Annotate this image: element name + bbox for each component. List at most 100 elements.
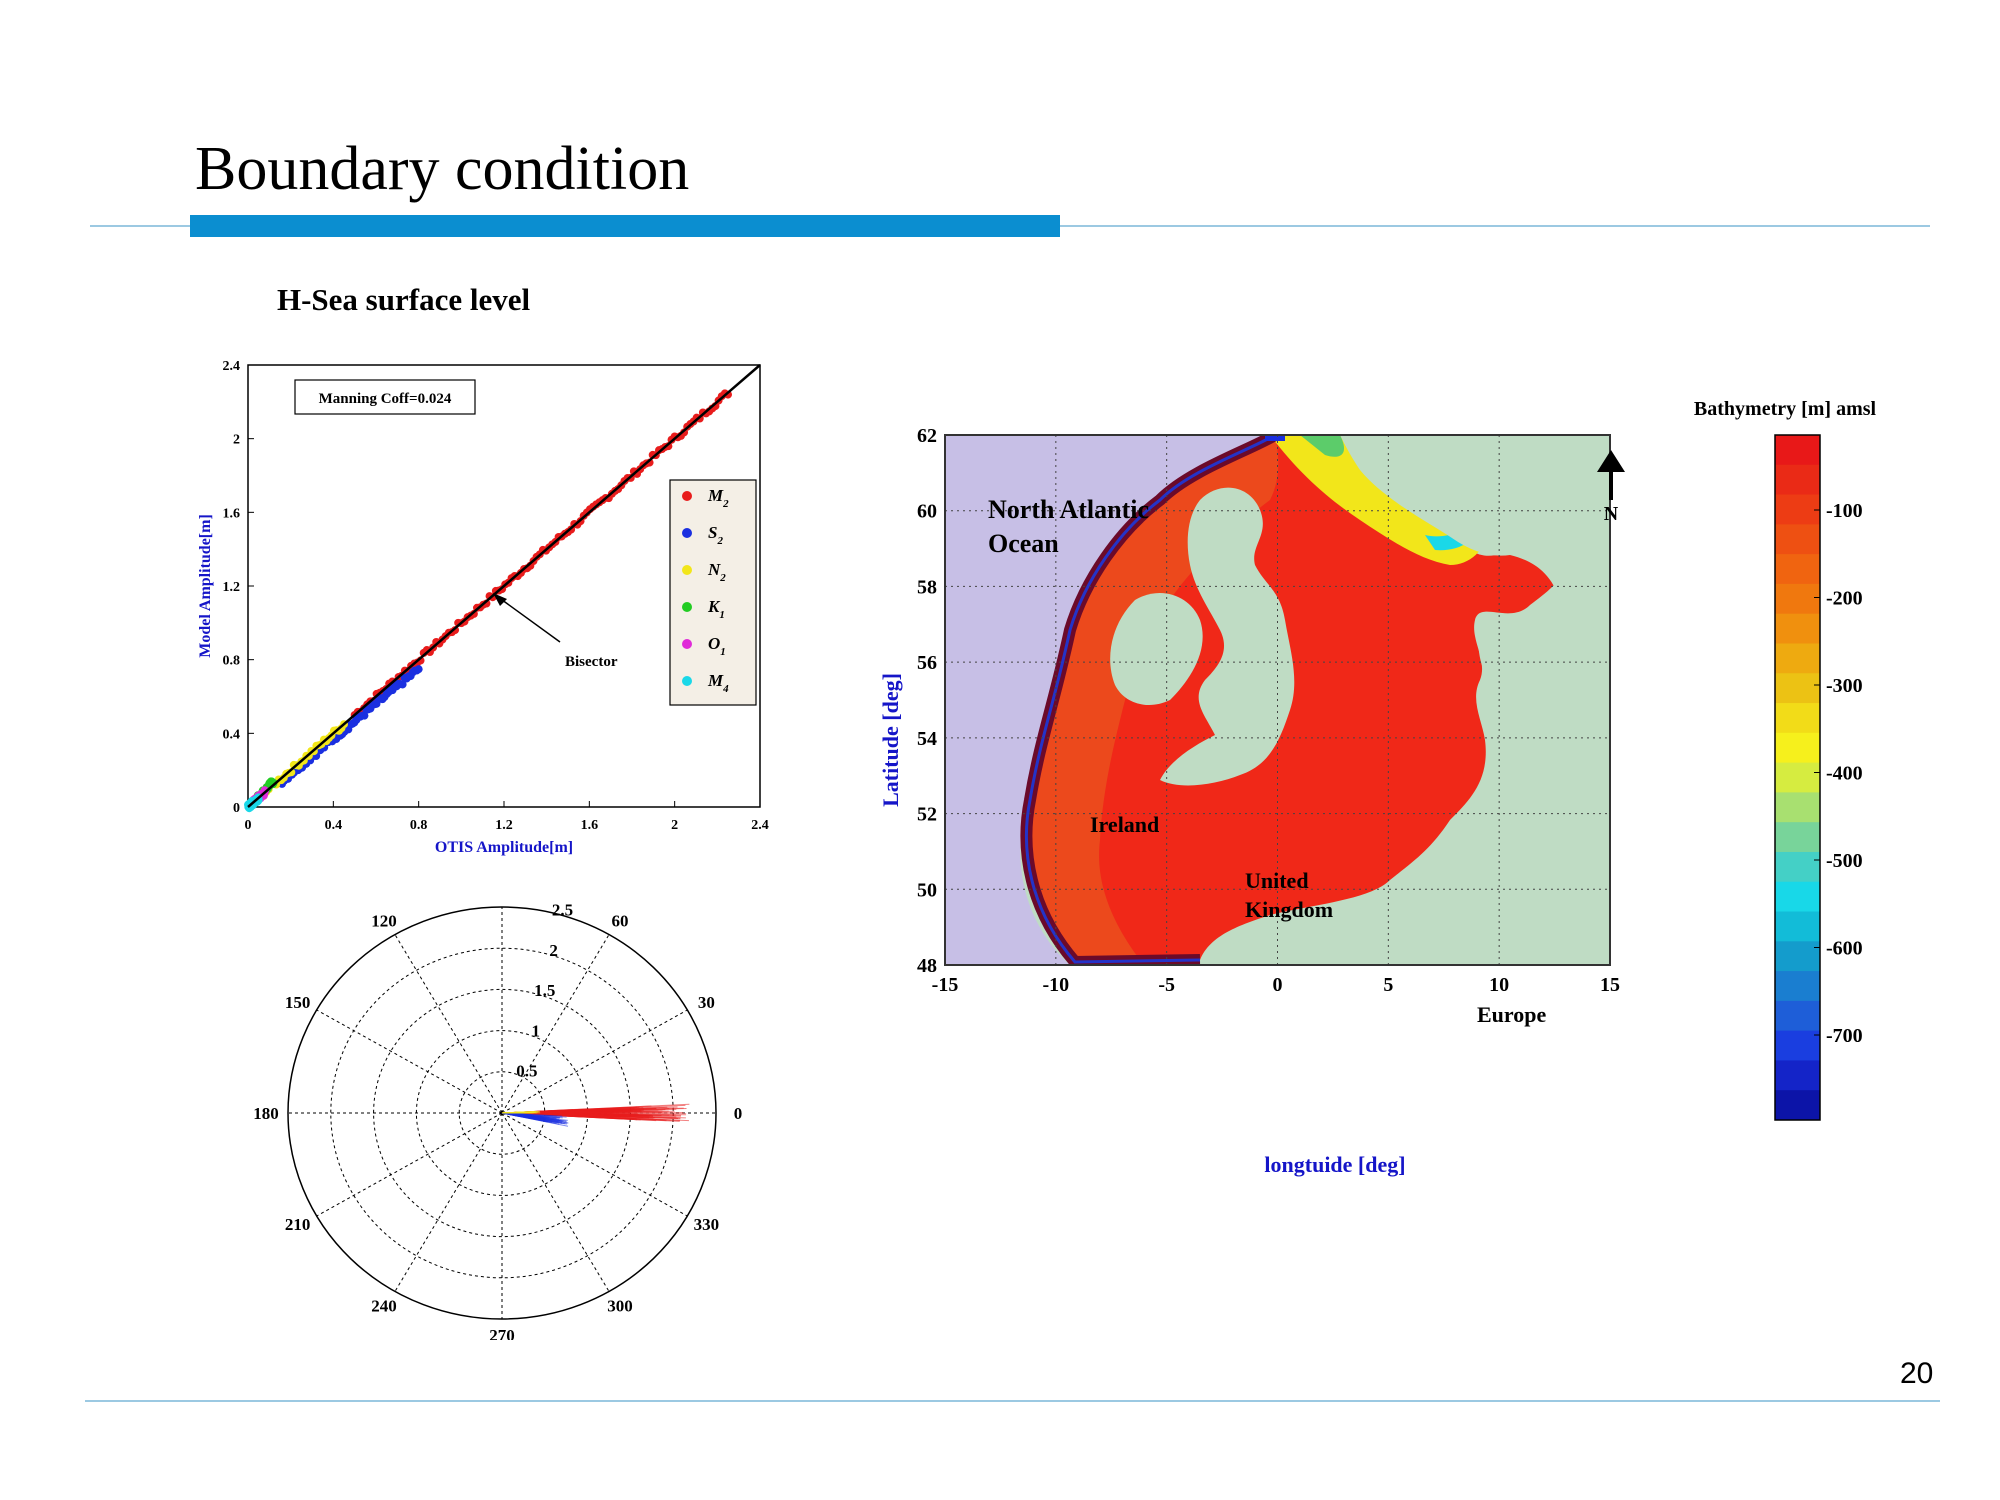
polar-angle-label: 210 <box>285 1215 311 1234</box>
colorbar-band <box>1775 673 1820 704</box>
scatter-y-axis-label: Model Amplitude[m] <box>197 514 214 658</box>
map-x-tick-label: -10 <box>1042 974 1069 996</box>
scatter-y-tick-label: 0.8 <box>223 654 241 669</box>
scatter-y-tick-label: 2 <box>233 433 240 448</box>
scatter-x-axis-label: OTIS Amplitude[m] <box>435 839 573 856</box>
colorbar-band <box>1775 464 1820 496</box>
ocean-background <box>945 435 1275 965</box>
great-britain-land <box>1160 487 1295 786</box>
polar-angle-label: 0 <box>734 1104 743 1123</box>
colorbar-band <box>1775 524 1820 555</box>
polar-spoke <box>394 1112 503 1292</box>
map-y-tick-label: 60 <box>917 501 937 523</box>
map-x-tick-label: -15 <box>932 974 959 996</box>
colorbar-band <box>1775 851 1820 883</box>
map-x-tick-label: 10 <box>1489 974 1509 996</box>
colorbar-band <box>1775 1030 1820 1061</box>
colorbar-ticks: -100 -200 -300 -400 -500 -600 -700 <box>1814 500 1863 1047</box>
colorbar-tick-label: -400 <box>1826 763 1863 785</box>
ocean-label-line2: Ocean <box>988 529 1059 558</box>
polar-radius-label: 2.5 <box>552 901 573 920</box>
title-accent-bar <box>190 215 1060 237</box>
polar-radius-label: 1 <box>532 1021 541 1040</box>
bisector-arrow-line <box>497 596 561 643</box>
north-label: N <box>1604 503 1619 525</box>
polar-angle-label: 180 <box>253 1104 279 1123</box>
polar-spoke <box>501 1009 688 1114</box>
europe-label: Europe <box>1477 1002 1547 1027</box>
subtitle: H-Sea surface level <box>277 282 531 317</box>
scatter-y-tick-label: 1.2 <box>223 580 241 595</box>
colorbar-band <box>1775 554 1820 585</box>
ireland-land <box>1110 592 1203 705</box>
scatter-legend <box>669 479 757 706</box>
colorbar-tick-label: -200 <box>1826 588 1863 610</box>
legend-marker <box>682 639 692 649</box>
page-number: 20 <box>1900 1357 1934 1390</box>
scatter-point-s2 <box>398 680 407 689</box>
scatter-x-tick-label: 0 <box>245 818 252 833</box>
open-boundary-inner <box>1024 435 1276 964</box>
polar-spoke <box>316 1112 503 1217</box>
colorbar-band <box>1775 792 1820 823</box>
colorbar-band <box>1775 613 1820 644</box>
polar-points <box>501 1103 690 1127</box>
polar-angle-label: 30 <box>698 993 715 1012</box>
uk-label-line2: Kingdom <box>1245 897 1333 922</box>
colorbar-band <box>1775 732 1820 764</box>
colorbar-tick-label: -600 <box>1826 938 1863 960</box>
polar-angle-label: 90 <box>494 900 511 901</box>
map-y-tick-label: 52 <box>917 804 937 826</box>
polar-angle-label: 150 <box>285 993 311 1012</box>
polar-spoke <box>316 1009 503 1114</box>
uk-label-line1: United <box>1245 868 1309 893</box>
colorbar-band <box>1775 494 1820 525</box>
polar-angle-label: 240 <box>371 1296 397 1315</box>
legend-marker <box>682 565 692 575</box>
colorbar-title: Bathymetry [m] amsl <box>1694 398 1877 420</box>
colorbar-band <box>1775 435 1820 466</box>
map-x-axis-label: longtuide [deg] <box>1264 1152 1405 1177</box>
scatter-point-m2 <box>724 390 732 399</box>
colorbar-band <box>1775 911 1820 942</box>
map-y-axis-label: Latitude [deg] <box>878 673 903 807</box>
norwegian-trench-mid <box>1270 435 1490 565</box>
polar-labels: 90603003303002702402101801501200.511.522… <box>253 900 742 1340</box>
legend-marker <box>682 676 692 686</box>
ireland-label: Ireland <box>1090 812 1159 837</box>
annotation-box <box>294 379 476 415</box>
colorbar-band <box>1775 583 1820 615</box>
polar-angle-label: 300 <box>607 1296 633 1315</box>
colorbar-band <box>1775 1060 1820 1091</box>
colorbar <box>1774 434 1821 1121</box>
map-x-tick-label: 15 <box>1600 974 1620 996</box>
colorbar-band <box>1775 703 1820 734</box>
polar-angle-label: 330 <box>694 1215 720 1234</box>
map-grid <box>945 435 1610 965</box>
scatter-point-m2 <box>664 442 673 451</box>
bisector-label: Bisector <box>565 654 618 670</box>
scatter-chart: 0 0.4 0.8 1.2 1.6 2 2.4 0 0.4 0.8 1.2 1.6 2 2.4 Manni… <box>197 359 769 856</box>
polar-spoke <box>501 1112 610 1292</box>
legend-marker <box>682 528 692 538</box>
colorbar-tick-label: -300 <box>1826 675 1863 697</box>
annotation-text: Manning Coff=0.024 <box>319 391 452 407</box>
bisector-arrowhead <box>493 593 507 606</box>
denmark-land <box>1478 620 1521 690</box>
colorbar-band <box>1775 822 1820 853</box>
polar-chart: 90603003303002702402101801501200.511.522… <box>253 900 742 1340</box>
bisector-line <box>247 364 761 808</box>
map-y-tick-label: 56 <box>917 652 937 674</box>
map-y-tick-label: 58 <box>917 576 937 598</box>
map-y-tick-label: 48 <box>917 955 937 977</box>
legend-marker <box>682 491 692 501</box>
colorbar-band <box>1775 1000 1820 1032</box>
scatter-y-tick-label: 0 <box>233 801 240 816</box>
scatter-y-tick-label: 2.4 <box>223 359 241 374</box>
polar-angle-label: 120 <box>371 912 397 931</box>
europe-land <box>1210 700 1610 965</box>
scatter-tick-labels: 0 0.4 0.8 1.2 1.6 2 2.4 0 0.4 0.8 1.2 1.6 2 2.4 <box>223 359 769 833</box>
colorbar-band <box>1775 762 1820 793</box>
map-x-tick-label: -5 <box>1158 974 1175 996</box>
scatter-x-tick-label: 0.8 <box>410 818 428 833</box>
